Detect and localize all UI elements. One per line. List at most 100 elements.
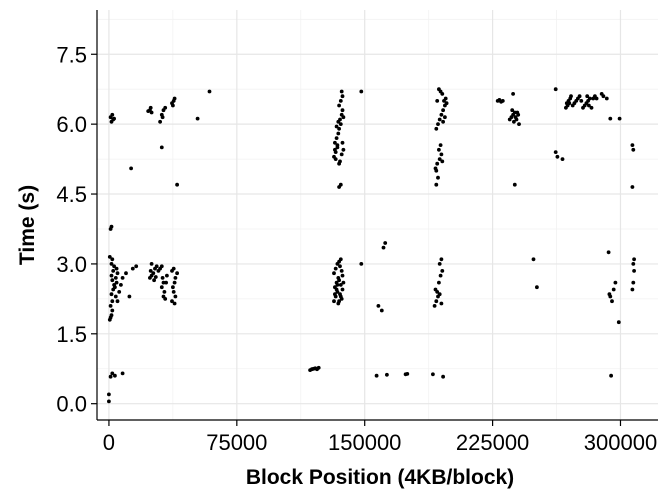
data-point: [119, 283, 123, 287]
data-point: [340, 273, 345, 278]
data-point: [436, 122, 440, 126]
y-tick-label: 1.5: [56, 322, 87, 347]
data-point: [553, 150, 558, 155]
data-point: [158, 119, 163, 124]
data-point: [154, 264, 159, 269]
data-point: [149, 110, 154, 115]
points-layer: [107, 87, 636, 404]
data-point: [604, 96, 609, 101]
data-point: [535, 285, 539, 290]
data-point: [113, 276, 118, 280]
data-point: [109, 292, 114, 297]
data-point: [340, 94, 345, 99]
data-point: [316, 365, 321, 370]
data-point: [517, 122, 521, 126]
data-point: [110, 299, 115, 304]
data-point: [171, 290, 176, 294]
data-point: [405, 372, 410, 376]
data-point: [435, 161, 440, 166]
data-point: [146, 109, 151, 113]
data-point: [111, 269, 116, 273]
y-tick-label: 0.0: [56, 392, 87, 417]
data-point: [439, 112, 444, 117]
x-tick-label: 300000: [584, 430, 657, 455]
data-point: [172, 96, 177, 101]
data-point: [332, 271, 336, 276]
data-point: [159, 145, 164, 150]
data-point: [333, 140, 337, 145]
data-point: [359, 262, 364, 266]
data-point: [113, 294, 118, 299]
data-point: [341, 147, 346, 152]
data-point: [383, 241, 388, 245]
data-point: [113, 373, 117, 378]
data-point: [161, 294, 166, 299]
data-point: [107, 392, 111, 397]
data-point: [443, 96, 448, 101]
data-point: [336, 131, 341, 136]
data-point: [333, 157, 338, 162]
data-point: [195, 116, 200, 121]
data-point: [338, 257, 343, 262]
y-axis-title: Time (s): [16, 185, 39, 265]
data-point: [334, 124, 339, 129]
data-point: [170, 299, 174, 304]
data-point: [160, 115, 165, 120]
data-point: [359, 89, 364, 94]
data-point: [631, 280, 636, 285]
data-point: [441, 374, 445, 379]
data-point: [340, 108, 345, 113]
data-point: [606, 250, 611, 255]
data-point: [108, 304, 113, 308]
data-point: [589, 105, 594, 110]
data-point: [381, 245, 386, 250]
data-point: [333, 147, 337, 152]
data-point: [153, 275, 158, 279]
data-point: [338, 283, 343, 287]
data-point: [441, 108, 445, 113]
labels-layer: 0 75000 150000 225000 300000 0.0 1.5 3.0 4.5 6.0 7…: [56, 42, 657, 455]
data-point: [110, 371, 115, 376]
data-point: [560, 157, 565, 162]
data-point: [439, 257, 444, 262]
data-point: [336, 119, 341, 124]
data-point: [569, 94, 573, 99]
data-point: [117, 290, 122, 294]
data-point: [333, 266, 338, 271]
data-point: [444, 101, 449, 106]
data-point: [112, 116, 116, 121]
data-point: [335, 283, 340, 287]
data-point: [148, 105, 153, 110]
data-point: [510, 108, 515, 113]
x-tick-label: 150000: [328, 430, 401, 455]
data-point: [341, 280, 346, 285]
data-point: [149, 262, 154, 266]
data-point: [171, 285, 175, 290]
data-point: [440, 159, 445, 164]
data-point: [437, 147, 441, 152]
data-point: [110, 278, 115, 283]
data-point: [555, 154, 560, 159]
data-point: [432, 304, 437, 308]
data-point: [338, 122, 343, 126]
data-point: [113, 285, 117, 290]
data-point: [437, 157, 442, 162]
data-point: [161, 280, 166, 285]
data-point: [613, 280, 618, 285]
data-point: [165, 273, 169, 278]
data-point: [553, 87, 558, 92]
data-point: [437, 292, 442, 297]
y-tick-label: 6.0: [56, 112, 87, 137]
data-point: [115, 271, 120, 276]
data-point: [108, 374, 113, 379]
data-point: [609, 373, 613, 378]
data-point: [120, 371, 125, 376]
data-point: [338, 294, 343, 299]
data-point: [564, 101, 569, 106]
data-point: [577, 94, 582, 99]
data-point: [159, 264, 164, 269]
data-point: [438, 143, 443, 148]
data-point: [337, 299, 341, 304]
y-tick-label: 4.5: [56, 182, 87, 207]
